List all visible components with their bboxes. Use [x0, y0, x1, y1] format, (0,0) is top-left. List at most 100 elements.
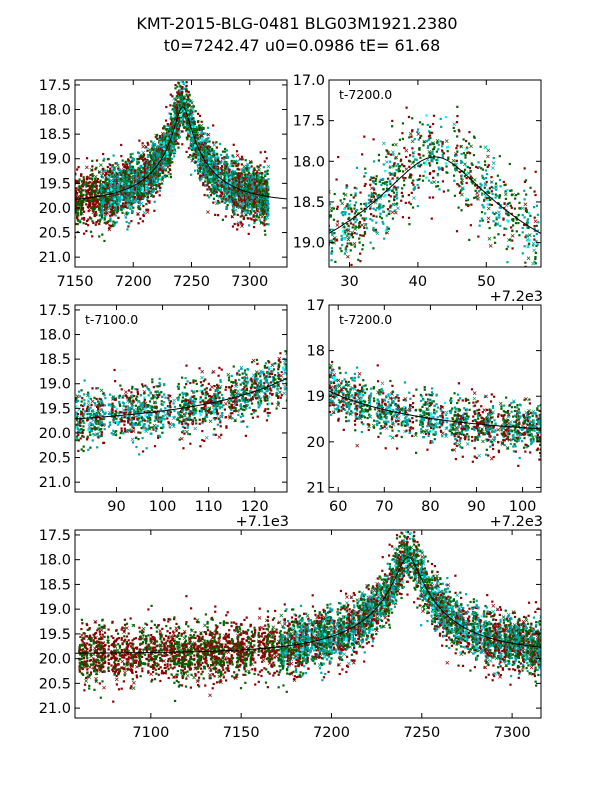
data-point [100, 207, 103, 210]
data-point [120, 195, 123, 198]
data-point [249, 212, 252, 215]
data-point [146, 166, 149, 169]
data-point [138, 201, 141, 205]
data-point [213, 190, 217, 193]
data-point [253, 193, 256, 196]
data-point [111, 223, 114, 226]
data-point [131, 187, 134, 190]
data-point [207, 137, 210, 140]
data-point [234, 199, 237, 203]
data-point [105, 198, 108, 201]
data-point [80, 180, 84, 183]
data-point [172, 136, 176, 139]
data-point [113, 197, 116, 201]
data-point [194, 169, 197, 172]
data-point [149, 187, 153, 190]
data-point [153, 157, 156, 160]
data-point [181, 91, 184, 94]
data-point [231, 203, 234, 207]
data-point [95, 184, 98, 187]
data-point [176, 114, 179, 117]
data-point [103, 198, 106, 201]
data-point [255, 212, 258, 216]
data-point [132, 182, 136, 185]
data-point [208, 187, 211, 190]
data-point [223, 156, 226, 159]
data-point [148, 200, 151, 203]
data-point [132, 168, 135, 171]
data-point [231, 209, 236, 213]
data-point [234, 182, 238, 185]
data-point [211, 147, 214, 151]
data-point [169, 117, 172, 120]
data-point [174, 84, 177, 87]
data-point [125, 170, 128, 173]
data-point [104, 215, 107, 218]
data-point [189, 112, 192, 115]
data-point [163, 125, 166, 128]
data-point [161, 159, 164, 162]
data-point [124, 200, 127, 203]
data-point [124, 175, 128, 178]
data-point [215, 146, 218, 149]
data-point [172, 142, 175, 146]
data-point [145, 181, 148, 185]
data-point [120, 198, 124, 201]
data-point [108, 174, 111, 177]
data-point [176, 100, 179, 103]
data-point [132, 200, 135, 204]
data-point [92, 208, 95, 211]
data-point [140, 156, 143, 159]
data-point [129, 172, 132, 175]
data-point [238, 168, 241, 171]
data-point [236, 213, 239, 216]
data-point [161, 175, 164, 179]
data-point [104, 185, 107, 189]
data-point [263, 199, 266, 202]
data-point [205, 173, 208, 177]
data-point [216, 164, 219, 167]
data-point [262, 186, 265, 189]
data-point [81, 185, 85, 188]
data-point [182, 95, 187, 100]
data-point [259, 190, 262, 193]
data-point [266, 213, 269, 216]
data-point [109, 211, 112, 214]
data-point [150, 182, 153, 185]
data-point [96, 177, 99, 181]
data-point [87, 184, 90, 187]
data-point [110, 224, 114, 228]
data-point [206, 184, 209, 187]
data-point [119, 182, 122, 185]
data-point [122, 188, 125, 191]
data-point [91, 173, 94, 176]
data-point [170, 157, 173, 160]
data-point [265, 187, 268, 191]
data-point [258, 184, 261, 187]
data-point [241, 188, 245, 191]
data-point [194, 110, 197, 113]
data-point [169, 175, 173, 179]
data-point [116, 183, 120, 187]
data-point [242, 199, 245, 202]
data-point [111, 170, 114, 173]
data-point [252, 185, 255, 188]
data-point [204, 164, 207, 167]
data-point [166, 137, 169, 140]
data-point [206, 194, 209, 197]
data-point [92, 184, 95, 187]
data-point [89, 204, 92, 207]
data-point [130, 176, 133, 179]
data-point [137, 222, 140, 225]
data-point [77, 214, 80, 217]
data-point [265, 223, 268, 226]
data-point [258, 219, 261, 222]
data-point [83, 232, 86, 235]
data-point [82, 183, 85, 187]
data-point [79, 185, 82, 189]
data-point [85, 203, 88, 206]
data-point [230, 164, 233, 168]
data-point [85, 193, 88, 196]
data-point [221, 150, 225, 153]
data-point [117, 186, 121, 189]
